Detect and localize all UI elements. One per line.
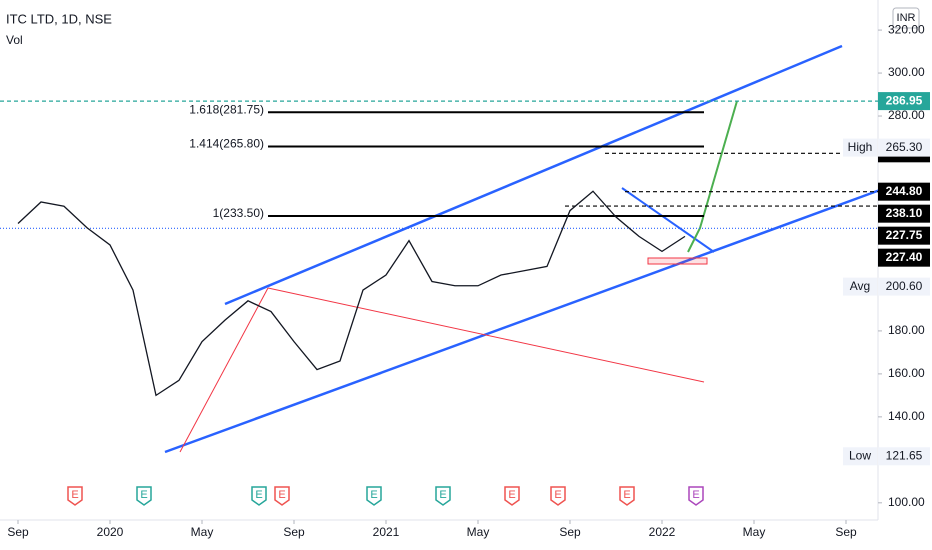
x-tick-label: Sep [835, 525, 857, 539]
earnings-label: E [623, 489, 630, 501]
x-tick-label: May [191, 525, 214, 539]
x-tick-label: Sep [283, 525, 305, 539]
earnings-badge [251, 486, 267, 506]
earnings-badge [504, 486, 520, 506]
price-label-box [878, 248, 930, 267]
marker-name: Avg [850, 279, 870, 293]
earnings-label: E [71, 489, 78, 501]
marker-value-box [878, 447, 930, 466]
y-tick-label: 160.00 [888, 366, 925, 380]
marker-name: Low [849, 448, 871, 462]
lower-channel [164, 188, 881, 454]
red-trendline [267, 287, 705, 383]
price-label: 244.80 [886, 184, 923, 198]
marker-name-box [843, 277, 877, 296]
earnings-label: E [554, 489, 561, 501]
down-trendline [621, 187, 715, 253]
price-label: 286.95 [886, 93, 923, 107]
y-tick-label: 180.00 [888, 323, 925, 337]
earnings-badge [274, 486, 290, 506]
fib-base-line [179, 287, 269, 453]
x-tick-label: 2020 [97, 525, 124, 539]
currency-box [892, 7, 920, 29]
earnings-badge [688, 486, 704, 506]
x-tick-label: May [467, 525, 490, 539]
x-tick-label: May [743, 525, 766, 539]
x-tick-label: 2022 [649, 525, 676, 539]
earnings-badge [550, 486, 566, 506]
upper-channel [224, 44, 843, 306]
marker-value: 200.60 [886, 279, 923, 293]
fib-label: 1(233.50) [213, 206, 264, 220]
support-box [647, 257, 708, 265]
earnings-badge [136, 486, 152, 506]
fib-label: 1.618(281.75) [189, 102, 264, 116]
price-label: 227.40 [886, 250, 923, 264]
chart-title: ITC LTD, 1D, NSE [6, 11, 112, 26]
y-tick-label: 140.00 [888, 409, 925, 423]
y-tick-label: 300.00 [888, 65, 925, 79]
earnings-label: E [278, 489, 285, 501]
y-tick-label: 100.00 [888, 495, 925, 509]
earnings-label: E [370, 489, 377, 501]
earnings-label: E [692, 489, 699, 501]
price-label-box [878, 226, 930, 245]
marker-name: High [848, 140, 873, 154]
marker-name-box [843, 138, 877, 157]
x-tick-label: Sep [7, 525, 29, 539]
y-tick-label: 320.00 [888, 22, 925, 36]
fib-label: 1.414(265.80) [189, 137, 264, 151]
earnings-badge [67, 486, 83, 506]
earnings-label: E [255, 489, 262, 501]
marker-value-box [878, 138, 930, 157]
price-label-box [878, 204, 930, 223]
price-label-box [878, 92, 930, 111]
earnings-label: E [439, 489, 446, 501]
volume-label: Vol [6, 33, 23, 47]
price-label: 238.10 [886, 206, 923, 220]
marker-value-box [878, 277, 930, 296]
earnings-badge [435, 486, 451, 506]
marker-value: 265.30 [886, 140, 923, 154]
y-tick-label: 280.00 [888, 108, 925, 122]
price-line [17, 190, 686, 397]
x-tick-label: 2021 [373, 525, 400, 539]
earnings-label: E [508, 489, 515, 501]
earnings-badge [619, 486, 635, 506]
x-tick-label: Sep [559, 525, 581, 539]
currency: INR [897, 12, 916, 24]
marker-name-box [843, 447, 877, 466]
price-label-box [878, 182, 930, 201]
marker-value: 121.65 [886, 448, 923, 462]
earnings-label: E [140, 489, 147, 501]
earnings-badge [366, 486, 382, 506]
drawings [164, 44, 881, 454]
price-label: 227.75 [886, 228, 923, 242]
